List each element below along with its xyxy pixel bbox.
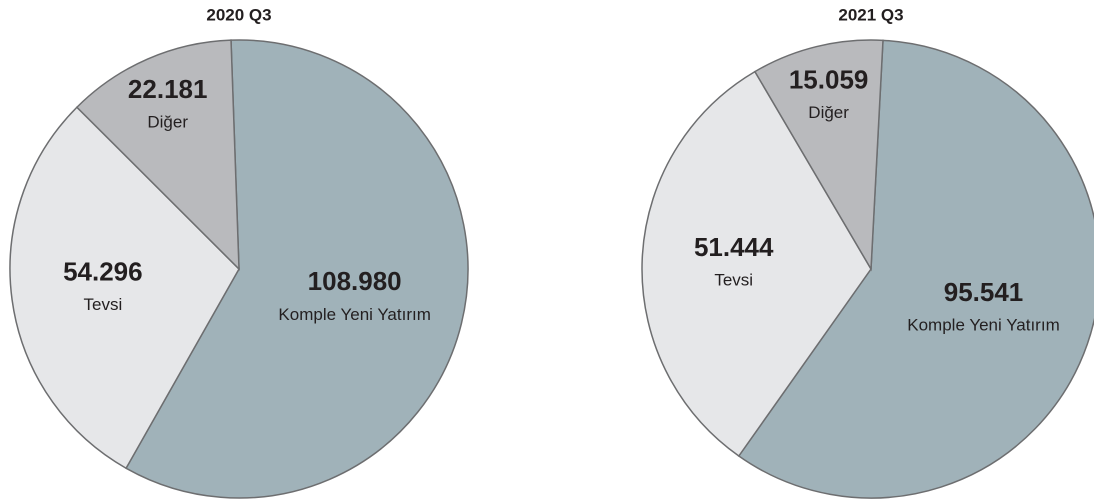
slice-label: Komple Yeni Yatırım [278, 305, 430, 324]
pie-slice [753, 39, 884, 272]
chart-title: 2020 Q3 [206, 5, 271, 24]
slice-label: Diğer [808, 103, 849, 122]
value-label: 22.181 [128, 74, 208, 104]
pie-slice [737, 39, 1094, 499]
value-label: 108.980 [308, 266, 402, 296]
pie-slice [125, 39, 469, 499]
pie-slice [9, 106, 240, 470]
value-label: 54.296 [63, 256, 143, 286]
slice-label: Komple Yeni Yatırım [907, 316, 1059, 335]
slice-label: Tevsi [83, 295, 122, 314]
value-label: 51.444 [694, 232, 774, 262]
value-label: 15.059 [789, 64, 869, 94]
value-label: 95.541 [944, 277, 1024, 307]
slice-label: Diğer [147, 113, 188, 132]
chart-title: 2021 Q3 [838, 5, 903, 24]
pie-slice [75, 39, 240, 271]
slice-label: Tevsi [714, 271, 753, 290]
pie-slice [641, 70, 872, 458]
